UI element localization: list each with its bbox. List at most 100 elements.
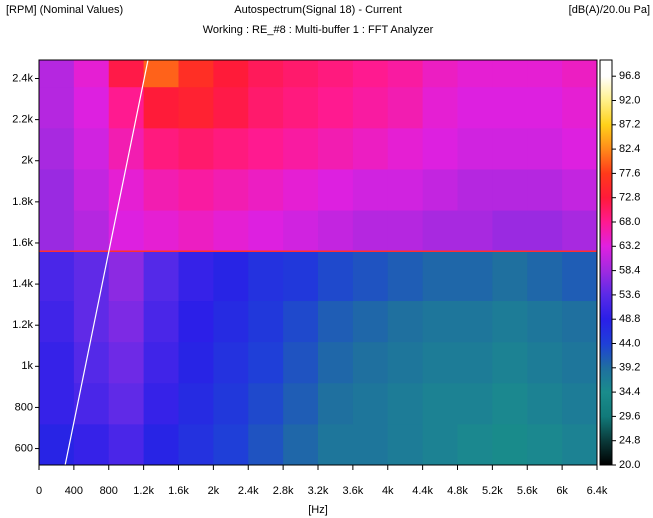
heatmap-cell (73, 423, 110, 466)
heatmap-cell (527, 210, 563, 252)
heatmap-cell (143, 127, 179, 170)
x-tick-label: 5.6k (517, 485, 538, 497)
heatmap-cell (39, 300, 75, 343)
heatmap-cell (178, 86, 214, 129)
colorbar-tick-label: 77.6 (619, 167, 640, 179)
heatmap-cell (248, 86, 284, 129)
y-tick-label: 1.2k (12, 319, 33, 331)
heatmap-cell (422, 300, 458, 343)
heatmap-cell (527, 382, 563, 425)
heatmap-cell (108, 168, 145, 211)
x-tick-label: 3.2k (308, 485, 329, 497)
heatmap-cell (457, 300, 493, 343)
heatmap-cell (422, 168, 458, 211)
x-axis-label: [Hz] (308, 504, 328, 516)
colorbar-tick-label: 44.0 (619, 337, 640, 349)
heatmap-cell (527, 168, 563, 211)
heatmap-cell (457, 251, 493, 302)
heatmap-cell (318, 86, 354, 129)
heatmap-cell (352, 210, 389, 252)
heatmap-cell (562, 127, 598, 170)
heatmap-cell (108, 382, 145, 425)
colorbar-label: [dB(A)/20.0u Pa] (569, 4, 650, 16)
colorbar-tick-label: 39.2 (619, 362, 640, 374)
heatmap-cell (248, 341, 284, 384)
heatmap-cell (422, 86, 458, 129)
heatmap-cell (457, 210, 493, 252)
x-tick-label: 0 (36, 485, 42, 497)
y-tick-label: 1.8k (12, 196, 33, 208)
heatmap-cell (562, 168, 598, 211)
heatmap-cell (178, 168, 214, 211)
heatmap-cell (352, 168, 389, 211)
x-tick-label: 2.4k (238, 485, 259, 497)
heatmap-cell (39, 341, 75, 384)
heatmap-cell (352, 300, 389, 343)
heatmap-cell (39, 127, 75, 170)
heatmap-cell (318, 168, 354, 211)
heatmap-cell (39, 168, 75, 211)
y-axis-label: [RPM] (Nominal Values) (6, 4, 123, 16)
heatmap-cell (318, 251, 354, 302)
heatmap-cell (73, 210, 110, 252)
heatmap-cell (387, 210, 424, 252)
x-tick-label: 6.4k (587, 485, 608, 497)
heatmap-cell (248, 423, 284, 466)
x-tick-label: 4k (382, 485, 394, 497)
x-tick-label: 4.4k (412, 485, 433, 497)
heatmap-cell (213, 168, 249, 211)
colorbar-tick-label: 72.8 (619, 192, 640, 204)
heatmap-cell (422, 341, 458, 384)
heatmap-cell (457, 423, 493, 466)
heatmap-cell (562, 210, 598, 252)
heatmap-cell (73, 382, 110, 425)
y-tick-label: 2k (21, 155, 33, 167)
heatmap-cell (387, 300, 424, 343)
heatmap-cell (213, 86, 249, 129)
heatmap-cell (527, 251, 563, 302)
heatmap-cell (318, 60, 354, 88)
heatmap-cell (387, 86, 424, 129)
heatmap-cell (178, 300, 214, 343)
colorbar-tick-label: 68.0 (619, 216, 640, 228)
heatmap-cell (387, 251, 424, 302)
heatmap-cell (248, 210, 284, 252)
heatmap (39, 60, 598, 466)
colorbar-tick-label: 63.2 (619, 240, 640, 252)
heatmap-cell (283, 251, 319, 302)
y-tick-label: 2.2k (12, 114, 33, 126)
heatmap-cell (283, 341, 319, 384)
heatmap-cell (283, 168, 319, 211)
heatmap-cell (492, 127, 528, 170)
heatmap-cell (39, 210, 75, 252)
heatmap-cell (422, 382, 458, 425)
y-tick-label: 2.4k (12, 72, 33, 84)
x-tick-label: 6k (556, 485, 568, 497)
heatmap-cell (283, 210, 319, 252)
heatmap-cell (108, 60, 145, 88)
heatmap-cell (143, 60, 179, 88)
heatmap-cell (248, 60, 284, 88)
heatmap-cell (527, 86, 563, 129)
heatmap-cell (248, 127, 284, 170)
heatmap-cell (143, 423, 179, 466)
heatmap-cell (39, 86, 75, 129)
heatmap-cell (143, 210, 179, 252)
heatmap-cell (108, 300, 145, 343)
heatmap-cell (527, 127, 563, 170)
heatmap-cell (562, 86, 598, 129)
colorbar-tick-label: 82.4 (619, 143, 640, 155)
heatmap-cell (457, 168, 493, 211)
y-tick-label: 1.6k (12, 237, 33, 249)
heatmap-cell (527, 423, 563, 466)
colorbar-tick-label: 92.0 (619, 94, 640, 106)
heatmap-cell (213, 60, 249, 88)
heatmap-cell (143, 86, 179, 129)
heatmap-cell (318, 210, 354, 252)
colorbar (599, 59, 613, 466)
colorbar-tick-label: 53.6 (619, 289, 640, 301)
heatmap-cell (178, 251, 214, 302)
heatmap-cell (562, 382, 598, 425)
heatmap-cell (213, 341, 249, 384)
heatmap-cell (213, 210, 249, 252)
